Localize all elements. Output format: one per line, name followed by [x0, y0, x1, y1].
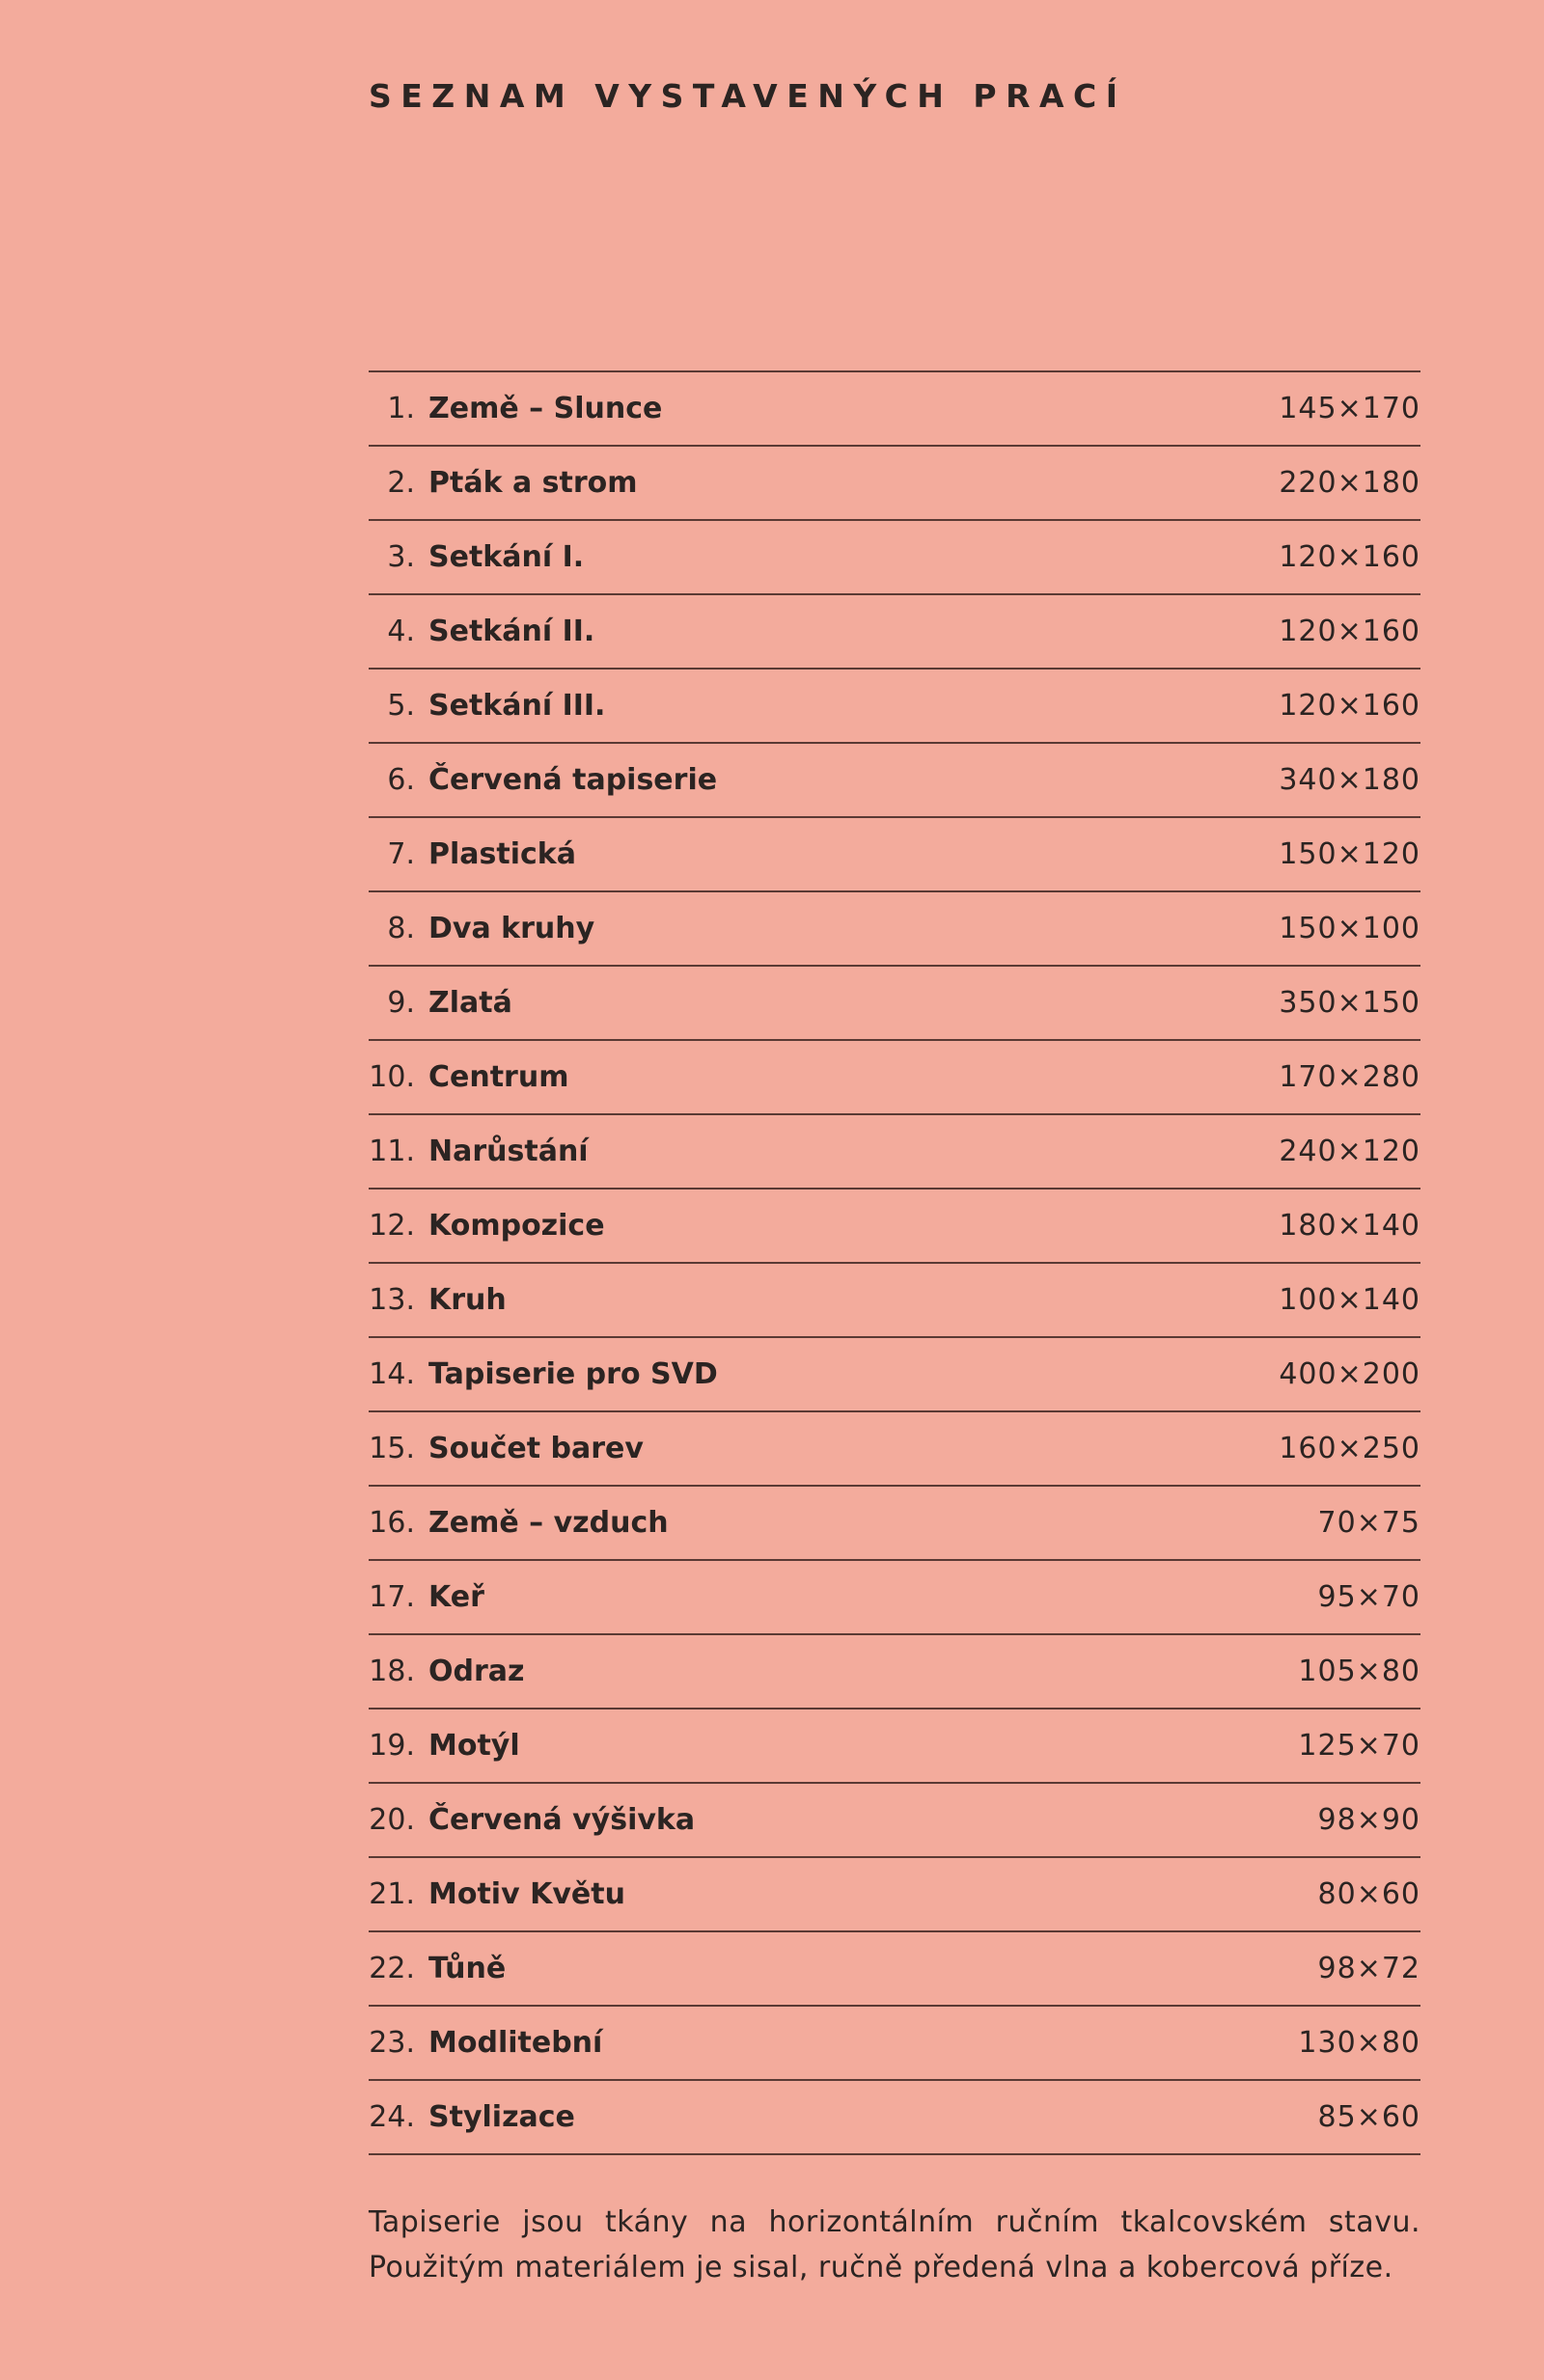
work-title: Kruh: [428, 1283, 507, 1317]
table-row: 20. Červená výšivka 98×90: [369, 1784, 1420, 1858]
work-title: Modlitební: [428, 2026, 603, 2060]
work-title: Dva kruhy: [428, 912, 595, 945]
work-number: 15.: [369, 1432, 415, 1465]
work-title: Země – vzduch: [428, 1506, 669, 1540]
work-title: Setkání III.: [428, 689, 606, 723]
work-title: Součet barev: [428, 1432, 644, 1465]
works-table: 1. Země – Slunce 145×170 2. Pták a strom 220×…: [369, 370, 1420, 2155]
work-title: Centrum: [428, 1060, 569, 1094]
work-dimensions: 125×70: [1298, 1729, 1420, 1763]
work-dimensions: 120×160: [1279, 540, 1420, 574]
table-row: 5. Setkání III. 120×160: [369, 670, 1420, 744]
work-number: 17.: [369, 1580, 415, 1614]
work-dimensions: 240×120: [1279, 1135, 1420, 1168]
work-number: 19.: [369, 1729, 415, 1763]
table-row: 19. Motýl 125×70: [369, 1710, 1420, 1784]
table-row: 22. Tůně 98×72: [369, 1932, 1420, 2007]
work-number: 22.: [369, 1952, 415, 1985]
work-number: 23.: [369, 2026, 415, 2060]
work-number: 2.: [387, 466, 415, 500]
table-row: 7. Plastická 150×120: [369, 818, 1420, 892]
work-number: 14.: [369, 1357, 415, 1391]
work-dimensions: 340×180: [1279, 763, 1420, 797]
work-number: 21.: [369, 1877, 415, 1911]
table-row: 23. Modlitební 130×80: [369, 2007, 1420, 2081]
work-title: Odraz: [428, 1655, 525, 1688]
work-dimensions: 170×280: [1279, 1060, 1420, 1094]
work-title: Stylizace: [428, 2100, 575, 2134]
work-title: Tůně: [428, 1952, 507, 1985]
work-number: 13.: [369, 1283, 415, 1317]
table-row: 4. Setkání II. 120×160: [369, 595, 1420, 670]
work-dimensions: 160×250: [1279, 1432, 1420, 1465]
work-dimensions: 145×170: [1279, 392, 1420, 425]
work-title: Setkání I.: [428, 540, 585, 574]
work-number: 8.: [387, 912, 415, 945]
work-dimensions: 80×60: [1317, 1877, 1420, 1911]
work-title: Kompozice: [428, 1209, 605, 1243]
work-dimensions: 120×160: [1279, 615, 1420, 648]
table-row: 11. Narůstání 240×120: [369, 1115, 1420, 1190]
work-number: 11.: [369, 1135, 415, 1168]
work-number: 16.: [369, 1506, 415, 1540]
work-title: Pták a strom: [428, 466, 638, 500]
work-dimensions: 70×75: [1317, 1506, 1420, 1540]
table-row: 6. Červená tapiserie 340×180: [369, 744, 1420, 818]
work-number: 6.: [387, 763, 415, 797]
work-number: 1.: [387, 392, 415, 425]
work-dimensions: 130×80: [1298, 2026, 1420, 2060]
work-dimensions: 220×180: [1279, 466, 1420, 500]
table-row: 12. Kompozice 180×140: [369, 1190, 1420, 1264]
work-dimensions: 150×100: [1279, 912, 1420, 945]
table-row: 3. Setkání I. 120×160: [369, 521, 1420, 595]
work-dimensions: 350×150: [1279, 986, 1420, 1020]
page-title: SEZNAM VYSTAVENÝCH PRACÍ: [369, 77, 1127, 115]
work-title: Země – Slunce: [428, 392, 663, 425]
work-title: Tapiserie pro SVD: [428, 1357, 718, 1391]
work-number: 10.: [369, 1060, 415, 1094]
table-row: 24. Stylizace 85×60: [369, 2081, 1420, 2155]
work-number: 3.: [387, 540, 415, 574]
table-row: 15. Součet barev 160×250: [369, 1412, 1420, 1487]
work-number: 18.: [369, 1655, 415, 1688]
work-dimensions: 150×120: [1279, 837, 1420, 871]
table-row: 14. Tapiserie pro SVD 400×200: [369, 1338, 1420, 1412]
work-dimensions: 85×60: [1317, 2100, 1420, 2134]
work-title: Setkání II.: [428, 615, 595, 648]
work-dimensions: 180×140: [1279, 1209, 1420, 1243]
work-title: Motiv Květu: [428, 1877, 625, 1911]
table-row: 17. Keř 95×70: [369, 1561, 1420, 1635]
work-number: 4.: [387, 615, 415, 648]
work-number: 5.: [387, 689, 415, 723]
table-row: 18. Odraz 105×80: [369, 1635, 1420, 1710]
work-number: 24.: [369, 2100, 415, 2134]
work-dimensions: 400×200: [1279, 1357, 1420, 1391]
work-number: 20.: [369, 1803, 415, 1837]
work-dimensions: 95×70: [1317, 1580, 1420, 1614]
work-dimensions: 98×90: [1317, 1803, 1420, 1837]
work-number: 7.: [387, 837, 415, 871]
work-title: Motýl: [428, 1729, 520, 1763]
work-number: 9.: [387, 986, 415, 1020]
table-row: 16. Země – vzduch 70×75: [369, 1487, 1420, 1561]
work-title: Keř: [428, 1580, 484, 1614]
table-row: 21. Motiv Květu 80×60: [369, 1858, 1420, 1932]
table-row: 10. Centrum 170×280: [369, 1041, 1420, 1115]
table-row: 9. Zlatá 350×150: [369, 967, 1420, 1041]
work-title: Zlatá: [428, 986, 512, 1020]
work-dimensions: 120×160: [1279, 689, 1420, 723]
work-title: Červená tapiserie: [428, 763, 718, 797]
table-row: 1. Země – Slunce 145×170: [369, 372, 1420, 447]
work-title: Narůstání: [428, 1135, 589, 1168]
work-title: Plastická: [428, 837, 576, 871]
table-row: 13. Kruh 100×140: [369, 1264, 1420, 1338]
work-dimensions: 100×140: [1279, 1283, 1420, 1317]
work-title: Červená výšivka: [428, 1803, 696, 1837]
table-row: 8. Dva kruhy 150×100: [369, 892, 1420, 967]
work-number: 12.: [369, 1209, 415, 1243]
work-dimensions: 105×80: [1298, 1655, 1420, 1688]
footer-note: Tapiserie jsou tkány na horizontálním ru…: [369, 2205, 1420, 2284]
table-row: 2. Pták a strom 220×180: [369, 447, 1420, 521]
work-dimensions: 98×72: [1317, 1952, 1420, 1985]
